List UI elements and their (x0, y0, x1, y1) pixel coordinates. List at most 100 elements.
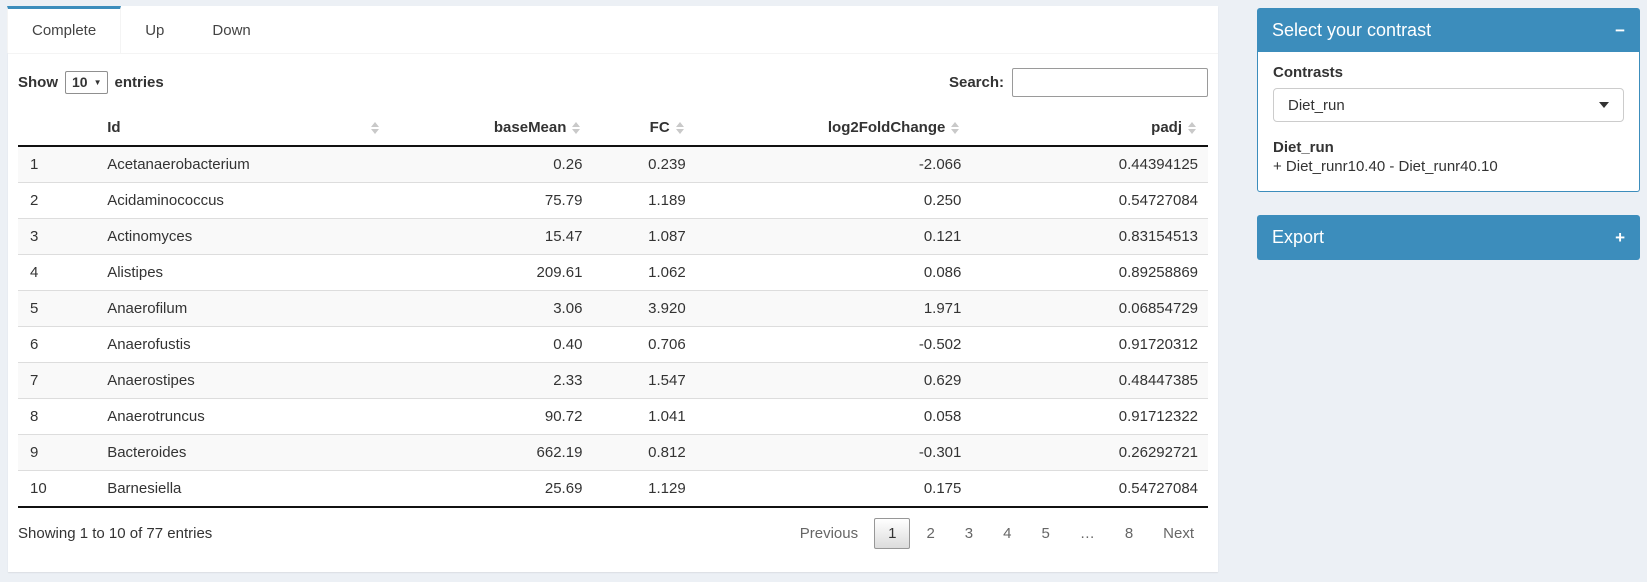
cell-id: Acidaminococcus (107, 192, 224, 209)
contrast-box-header: Select your contrast − (1257, 8, 1640, 52)
contrast-box-body: Contrasts Diet_run Diet_run + Diet_runr1… (1257, 52, 1640, 192)
cell-basemean: 3.06 (553, 300, 583, 317)
column-header-padj[interactable]: padj (971, 111, 1208, 147)
cell-index: 6 (30, 336, 39, 353)
column-header-index (18, 111, 96, 147)
export-box-header[interactable]: Export + (1257, 215, 1640, 260)
expand-plus-icon[interactable]: + (1615, 228, 1625, 247)
cell-index: 5 (30, 300, 39, 317)
cell-basemean: 2.33 (553, 372, 583, 389)
cell-fc: 1.547 (648, 372, 686, 389)
cell-id: Bacteroides (107, 444, 187, 461)
cell-index: 8 (30, 408, 39, 425)
table-row: 2 Acidaminococcus 75.79 1.189 0.250 0.54… (18, 182, 1208, 219)
tab-down[interactable]: Down (212, 22, 251, 39)
cell-padj: 0.26292721 (1118, 444, 1198, 461)
cell-log2foldchange: 0.058 (923, 408, 962, 425)
cell-fc: 0.706 (648, 336, 686, 353)
tab-up[interactable]: Up (145, 22, 165, 39)
tab-complete[interactable]: Complete (7, 6, 122, 53)
cell-padj: 0.54727084 (1118, 192, 1198, 209)
contrast-select[interactable]: Diet_run (1273, 88, 1624, 122)
column-header-padj-label: padj (1151, 119, 1182, 136)
contrasts-label: Contrasts (1273, 64, 1344, 81)
entries-select-value: 10 (72, 74, 88, 90)
pagination-page-3[interactable]: 3 (964, 525, 974, 542)
cell-index: 1 (30, 156, 39, 173)
table-row: 7 Anaerostipes 2.33 1.547 0.629 0.484473… (18, 362, 1208, 399)
entries-select[interactable]: 10 ▼ (65, 71, 108, 94)
column-header-log2foldchange[interactable]: log2FoldChange (695, 111, 972, 147)
cell-id: Barnesiella (107, 480, 182, 497)
cell-fc: 1.062 (648, 264, 686, 281)
cell-log2foldchange: 0.121 (923, 228, 962, 245)
cell-id: Alistipes (107, 264, 164, 281)
cell-fc: 0.239 (648, 156, 686, 173)
cell-padj: 0.48447385 (1118, 372, 1198, 389)
search-control: Search: (949, 68, 1208, 97)
contrast-select-value: Diet_run (1288, 96, 1345, 114)
pagination-page-5[interactable]: 5 (1041, 525, 1050, 542)
cell-padj: 0.06854729 (1118, 300, 1198, 317)
cell-basemean: 662.19 (536, 444, 583, 461)
pagination-next[interactable]: Next (1163, 525, 1194, 542)
sort-icon[interactable] (1188, 122, 1196, 134)
cell-fc: 1.041 (648, 408, 686, 425)
column-header-id[interactable]: Id (95, 111, 391, 147)
cell-id: Actinomyces (107, 228, 193, 245)
cell-id: Anaerostipes (107, 372, 195, 389)
cell-fc: 1.189 (648, 192, 686, 209)
sort-icon[interactable] (370, 122, 379, 134)
cell-log2foldchange: -2.066 (918, 156, 962, 173)
sort-icon[interactable] (572, 122, 581, 134)
cell-padj: 0.91720312 (1118, 336, 1198, 353)
table-row: 3 Actinomyces 15.47 1.087 0.121 0.831545… (18, 218, 1208, 255)
pagination-page-2[interactable]: 2 (926, 525, 935, 542)
table-header-row: Id baseMean FC log2FoldChange (18, 111, 1208, 147)
collapse-minus-icon[interactable]: − (1615, 20, 1625, 40)
cell-id: Acetanaerobacterium (107, 156, 250, 173)
search-input[interactable] (1012, 68, 1208, 97)
search-label: Search: (948, 74, 1004, 91)
column-header-id-label: Id (107, 119, 121, 136)
table-row: 4 Alistipes 209.61 1.062 0.086 0.8925886… (18, 254, 1208, 291)
contrast-detail-name: Diet_run (1273, 139, 1334, 156)
pagination-previous[interactable]: Previous (799, 525, 859, 542)
cell-log2foldchange: 0.629 (923, 372, 962, 389)
column-header-fc[interactable]: FC (592, 111, 696, 147)
cell-index: 9 (30, 444, 39, 461)
column-header-basemean[interactable]: baseMean (390, 111, 593, 147)
pagination-page-4[interactable]: 4 (1003, 525, 1012, 542)
cell-log2foldchange: 1.971 (923, 300, 962, 317)
table-row: 10 Barnesiella 25.69 1.129 0.175 0.54727… (18, 470, 1208, 508)
cell-basemean: 75.79 (544, 192, 583, 209)
table-row: 6 Anaerofustis 0.40 0.706 -0.502 0.91720… (18, 326, 1208, 363)
cell-basemean: 0.26 (553, 156, 583, 173)
column-header-fc-label: FC (649, 119, 670, 136)
column-header-basemean-label: baseMean (493, 119, 567, 136)
sidebar: Select your contrast − Contrasts Diet_ru… (1257, 8, 1640, 260)
sort-icon[interactable] (675, 122, 684, 134)
pagination-page-8[interactable]: 8 (1124, 525, 1134, 542)
cell-basemean: 0.40 (553, 336, 583, 353)
cell-fc: 3.920 (648, 300, 686, 317)
table-info: Showing 1 to 10 of 77 entries (18, 525, 213, 542)
cell-id: Anaerofustis (107, 336, 191, 353)
page-length-control: Show 10 ▼ entries (18, 71, 164, 94)
contrast-box: Select your contrast − Contrasts Diet_ru… (1257, 8, 1640, 192)
pagination-page-1[interactable]: 1 (874, 518, 911, 549)
contrast-detail-formula: + Diet_runr10.40 - Diet_runr40.10 (1273, 158, 1498, 175)
table-row: 5 Anaerofilum 3.06 3.920 1.971 0.0685472… (18, 290, 1208, 327)
entries-label: entries (114, 74, 164, 91)
cell-log2foldchange: 0.175 (923, 480, 962, 497)
table-row: 9 Bacteroides 662.19 0.812 -0.301 0.2629… (18, 434, 1208, 471)
sort-icon[interactable] (951, 122, 960, 134)
cell-log2foldchange: 0.086 (923, 264, 962, 281)
cell-basemean: 209.61 (536, 264, 583, 281)
cell-basemean: 15.47 (544, 228, 583, 245)
cell-basemean: 25.69 (544, 480, 583, 497)
cell-padj: 0.89258869 (1118, 264, 1198, 281)
results-card: Complete Up Down Show 10 ▼ entries Searc… (7, 6, 1218, 572)
tab-bar: Complete Up Down (7, 6, 1218, 54)
pagination: Previous 1 2 3 4 5 … 8 Next (784, 518, 1208, 549)
